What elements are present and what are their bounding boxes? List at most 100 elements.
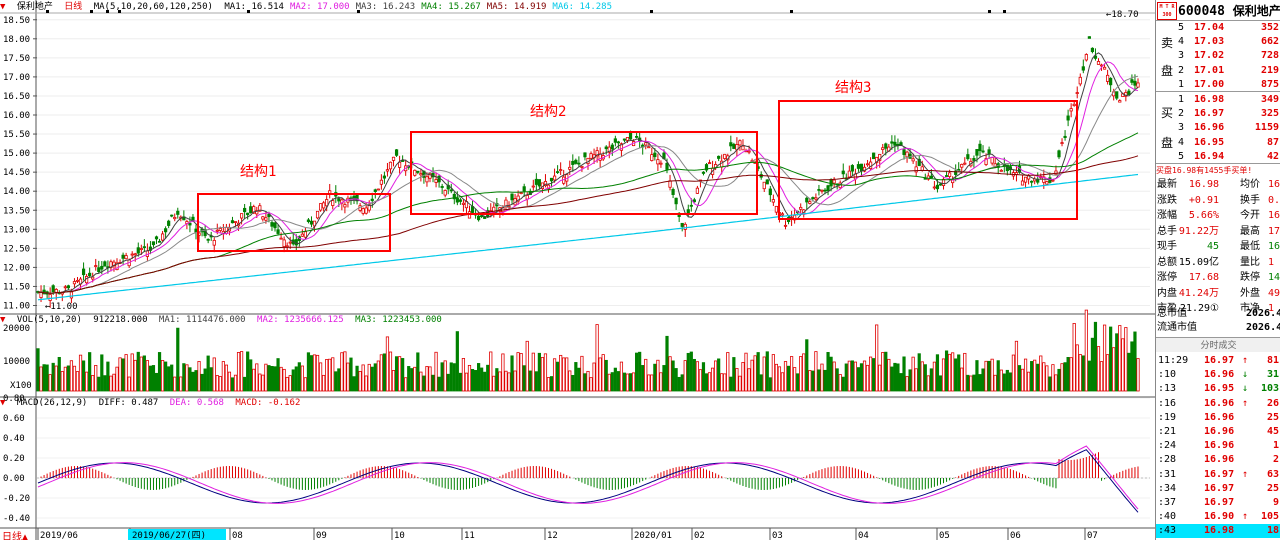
candle-body (103, 261, 107, 267)
sell-label-2: 盘 (1161, 64, 1174, 78)
buy-level-4[interactable]: 4 16.95 87 (1156, 136, 1280, 150)
tick-volume: 25 (1266, 411, 1279, 423)
menu-toggle-icon[interactable]: ▼ (0, 2, 6, 12)
volume-bar (276, 358, 280, 392)
tick-volume: 81 (1266, 355, 1279, 366)
volume-bar (343, 351, 347, 392)
kline-chart-area[interactable]: 18.50 18.00 17.50 17.00 16.50 16.00 15.50 15.00… (0, 0, 1155, 540)
macd-tick-label: 0.20 (3, 454, 25, 464)
candle-body (783, 224, 788, 227)
volume-bar (337, 368, 341, 392)
tick-row[interactable]: :10 16.96 ↓ 31 (1156, 368, 1280, 382)
candle-body (890, 141, 894, 144)
volume-bar (720, 373, 724, 392)
volume-bar (394, 356, 399, 392)
buy-level-1[interactable]: 1 16.98 349 (1156, 93, 1280, 107)
sell-level-1[interactable]: 1 17.00 875 (1156, 78, 1280, 92)
tick-row[interactable]: 11:29 16.97 ↑ 81 (1156, 354, 1280, 368)
volume-bar (42, 364, 46, 392)
tick-row[interactable]: :16 16.96 ↑ 26 (1156, 397, 1280, 411)
tick-row[interactable]: :37 16.97 9 (1156, 496, 1280, 510)
volume-bar (318, 362, 323, 392)
volume-bar (1042, 362, 1046, 392)
tick-row[interactable]: :40 16.90 ↑ 105 (1156, 510, 1280, 524)
candle-body (1102, 66, 1107, 70)
volume-bar (875, 324, 879, 392)
candle-body (343, 204, 347, 208)
candle-body (941, 178, 946, 186)
volume-bar (969, 375, 973, 392)
volume-bar (786, 365, 791, 392)
volume-bar (285, 376, 289, 392)
tick-row[interactable]: :24 16.96 1 (1156, 439, 1280, 453)
bottom-period-tab[interactable]: 日线▲ (2, 532, 29, 540)
quote-value: 16.98 (1188, 179, 1219, 190)
volume-bar (680, 374, 684, 392)
volume-bar (948, 353, 952, 392)
sell-level-3[interactable]: 3 17.02 728 (1156, 49, 1280, 63)
volume-bar (689, 351, 693, 392)
candle-body (1084, 54, 1088, 61)
tick-row[interactable]: :19 16.96 25 (1156, 411, 1280, 425)
buy-level-5[interactable]: 5 16.94 42 (1156, 150, 1280, 164)
tick-time: :10 (1158, 369, 1177, 381)
buy-level-3[interactable]: 3 16.96 1159 (1156, 121, 1280, 135)
candle-body (370, 198, 374, 201)
volume-bar (1020, 368, 1025, 392)
mtr-badge[interactable]: M T R 300 (1157, 2, 1177, 20)
volume-bar (607, 373, 611, 392)
volume-bar (449, 362, 453, 392)
chart-svg[interactable]: 18.50 18.00 17.50 17.00 16.50 16.00 15.50 15.00… (0, 0, 1155, 540)
macd-tick-label: -0.40 (3, 514, 30, 524)
candle-body (811, 197, 815, 200)
tick-row[interactable]: :28 16.96 2 (1156, 453, 1280, 467)
candle-body (625, 137, 630, 141)
volume-bar (832, 361, 836, 392)
volume-bar (884, 351, 888, 392)
macd-menu-icon[interactable]: ▼ (0, 398, 6, 408)
sell-level-2[interactable]: 2 17.01 219 (1156, 64, 1280, 78)
level-price: 16.97 (1194, 108, 1225, 120)
level-price: 17.04 (1194, 22, 1225, 33)
stock-name: 保利地产 (1232, 4, 1280, 18)
sell-level-4[interactable]: 4 17.03 662 (1156, 35, 1280, 49)
ma-value-4: MA4: 15.267 (421, 2, 481, 12)
vol-menu-icon[interactable]: ▼ (0, 315, 6, 325)
period-label[interactable]: 日线 (64, 2, 83, 12)
volume-bar (914, 368, 918, 392)
volume-bar (717, 358, 721, 392)
volume-bar (215, 375, 219, 392)
volume-bar (1017, 365, 1022, 392)
volume-bar (480, 367, 484, 392)
tick-row[interactable]: :31 16.97 ↑ 63 (1156, 468, 1280, 482)
volume-bar (847, 360, 851, 392)
candle-body (674, 197, 678, 205)
volume-bar (385, 336, 390, 392)
tick-row[interactable]: :21 16.96 45 (1156, 425, 1280, 439)
volume-bar (261, 374, 265, 392)
sell-level-5[interactable]: 5 17.04 352 (1156, 21, 1280, 35)
tick-row[interactable]: :13 16.95 ↓ 103 (1156, 382, 1280, 396)
arrow-down-icon: ↓ (1242, 383, 1249, 395)
event-marker (247, 10, 250, 13)
volume-bar (1106, 354, 1110, 392)
candle-body (1054, 170, 1058, 175)
price-tick-label: 13.50 (3, 206, 30, 216)
candle-body (352, 195, 356, 200)
volume-bar (255, 363, 259, 392)
volume-bar (519, 353, 523, 392)
date-tick-label: 07 (1087, 531, 1098, 540)
volume-bar (644, 358, 648, 392)
volume-bar (1093, 321, 1098, 392)
buy-level-2[interactable]: 2 16.97 325 (1156, 107, 1280, 121)
candle-body (1045, 181, 1049, 185)
ma-value-1: MA1: 16.514 (224, 2, 284, 12)
tick-row[interactable]: :34 16.97 25 (1156, 482, 1280, 496)
tick-row[interactable]: :43 16.98 18 (1156, 524, 1280, 539)
candle-body (832, 179, 836, 184)
tick-price: 16.95 (1204, 383, 1235, 395)
candle-body (981, 150, 985, 153)
candle-body (294, 239, 298, 246)
volume-bar (273, 366, 277, 392)
event-marker (357, 10, 360, 13)
